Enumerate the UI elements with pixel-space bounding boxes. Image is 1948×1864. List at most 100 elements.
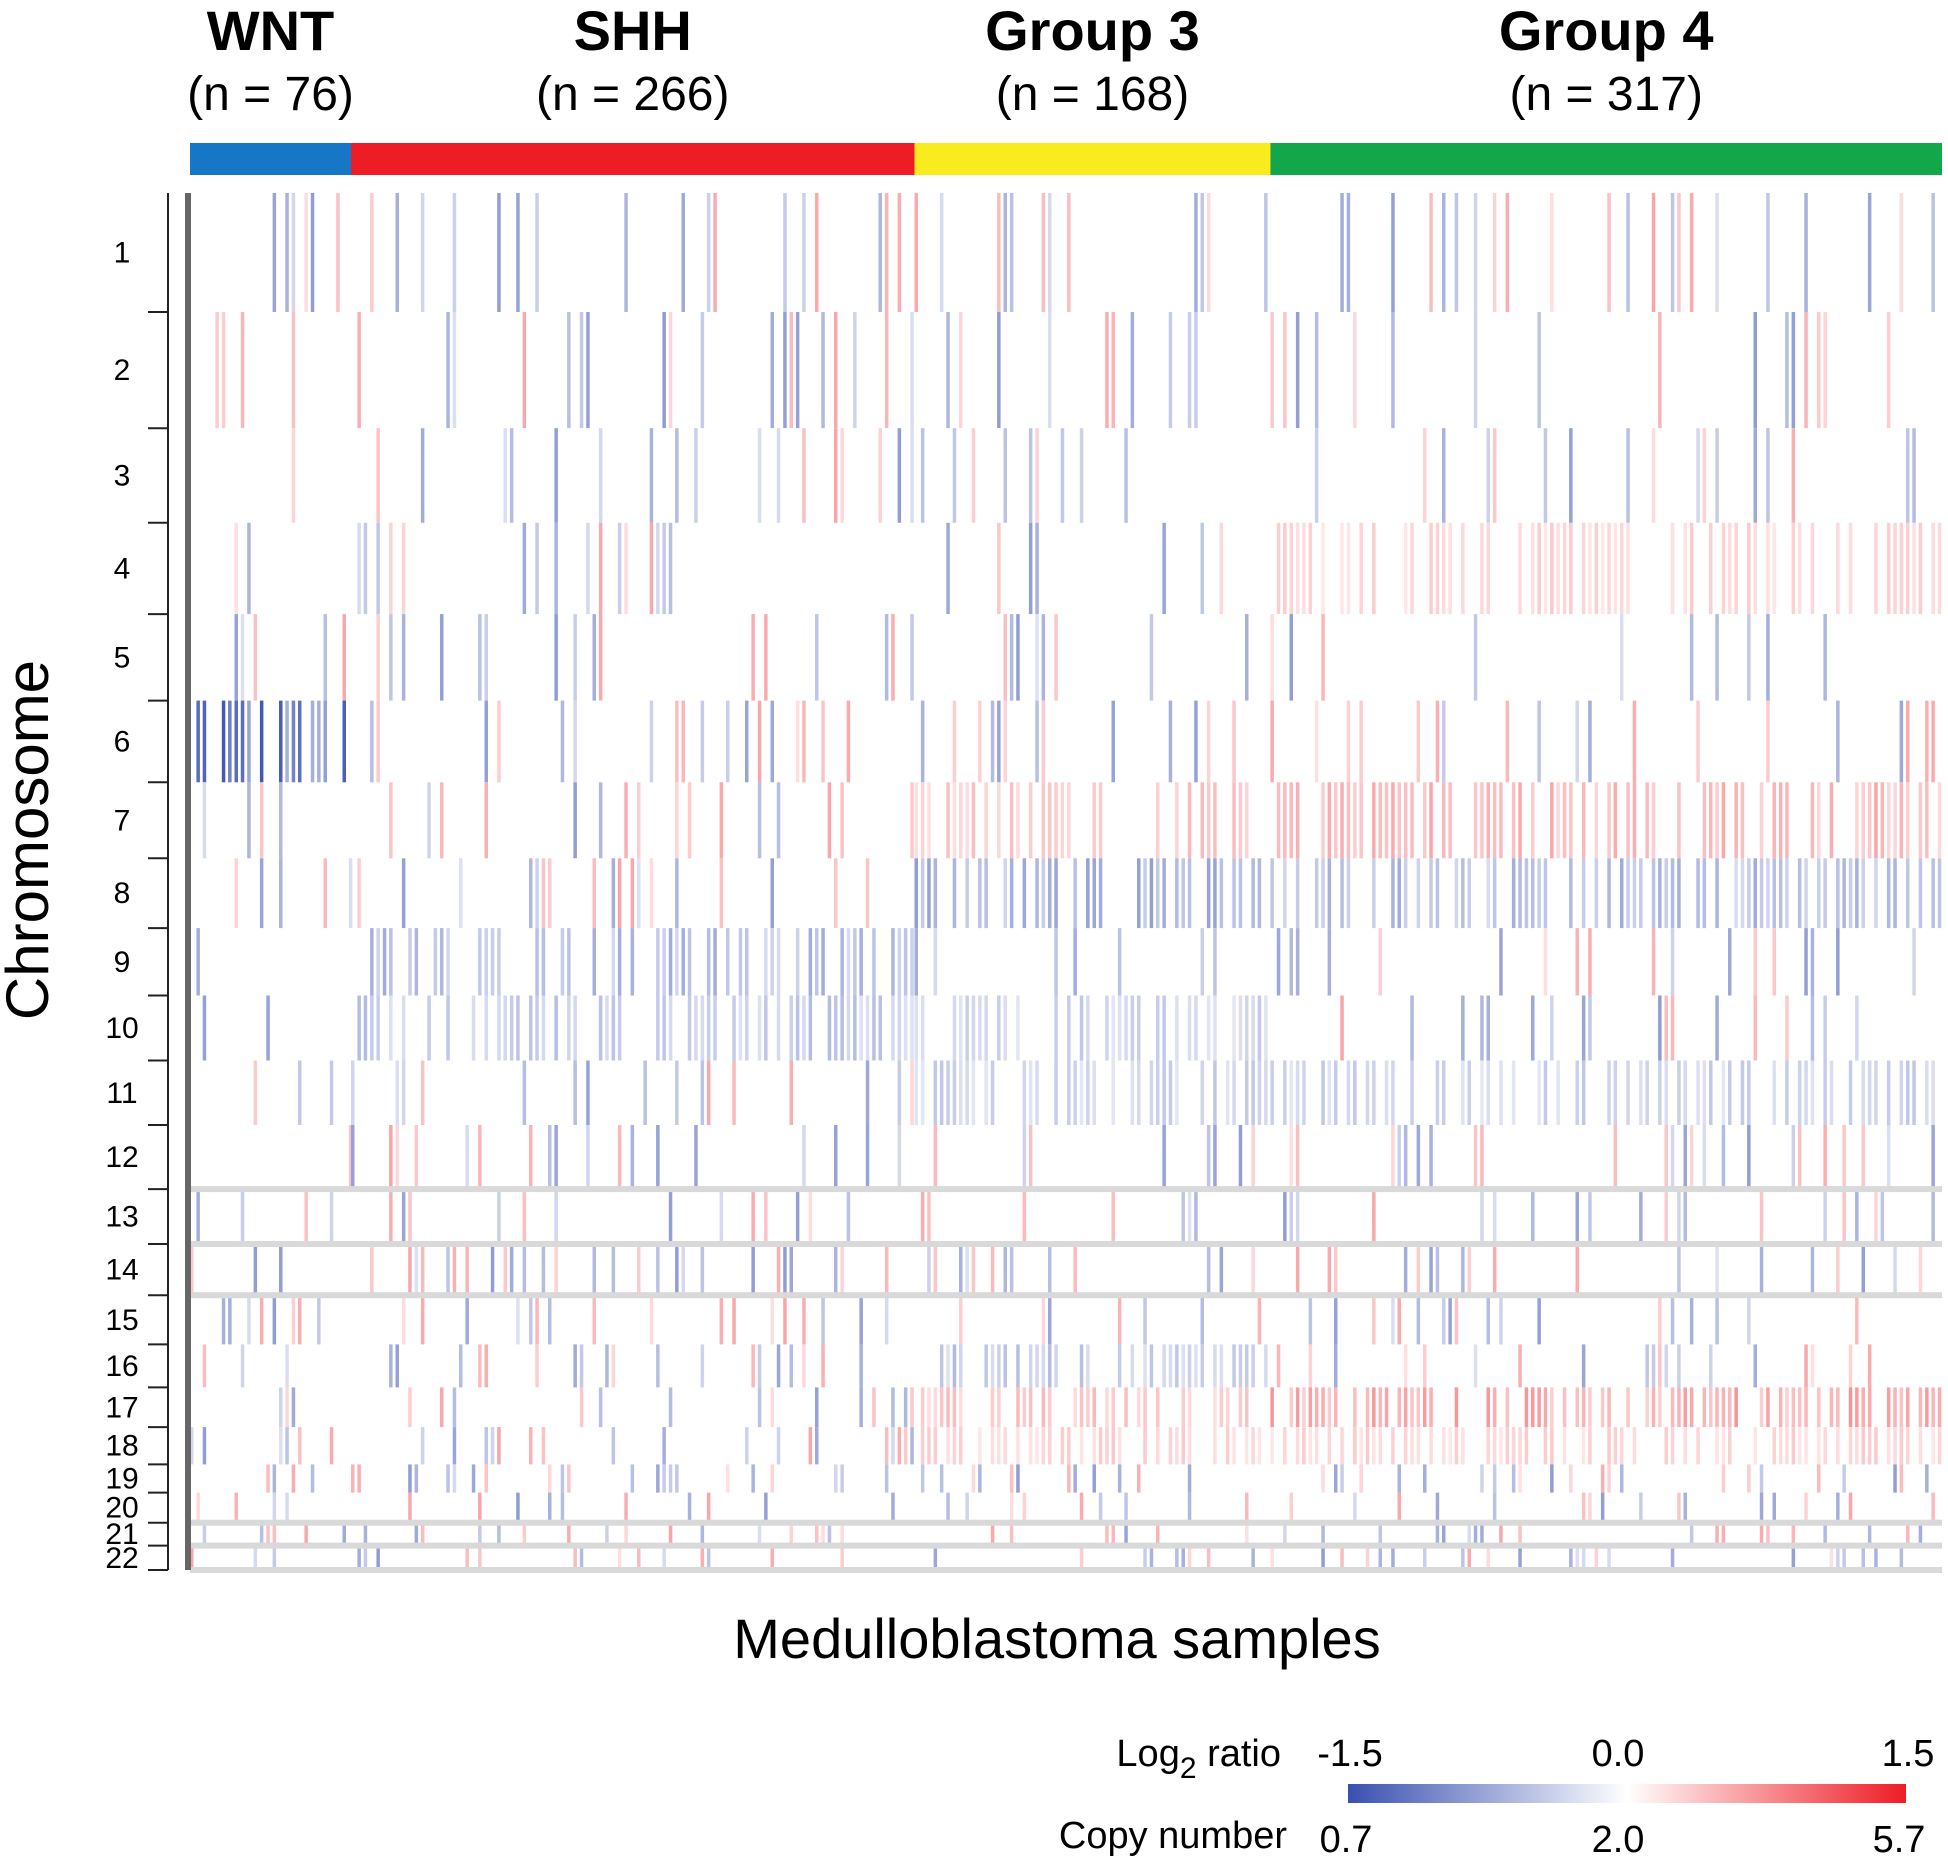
heat-cell (952, 995, 957, 1061)
heat-cell (1505, 1427, 1510, 1465)
heat-cell (541, 858, 546, 929)
heat-cell (732, 1295, 736, 1345)
heat-cell (1137, 995, 1141, 1061)
heat-cell (1492, 428, 1497, 523)
heat-cell (897, 193, 902, 312)
heat-cell (1105, 1387, 1109, 1428)
heat-cell (1365, 1060, 1370, 1125)
heat-cell (509, 428, 514, 523)
heat-cell (408, 1244, 412, 1296)
heat-cell (420, 193, 425, 312)
heat-cell (414, 1464, 419, 1493)
heat-cell (1028, 522, 1033, 615)
heat-cell (1912, 522, 1916, 615)
heat-cell (939, 1464, 944, 1493)
heat-cell (1575, 1189, 1579, 1245)
heat-cell (990, 1344, 995, 1388)
heat-cell (1365, 1427, 1370, 1465)
heat-cell (598, 1387, 603, 1428)
heat-cell (920, 1189, 925, 1245)
heat-cell (1321, 782, 1325, 859)
heat-cell (1632, 1427, 1637, 1465)
heat-cell (1702, 1387, 1707, 1428)
heat-cell (1022, 1387, 1027, 1428)
heat-cell (1048, 858, 1052, 929)
heat-cell (1702, 428, 1707, 523)
heat-cell (1321, 1522, 1325, 1546)
heat-cell (1645, 782, 1649, 859)
heat-cell (1111, 1522, 1115, 1546)
heat-cell (598, 428, 603, 523)
heat-cell (789, 1060, 793, 1125)
heat-cell (1829, 1387, 1834, 1428)
heat-cell (1753, 995, 1757, 1061)
heat-cell (1931, 522, 1935, 615)
heat-cell (878, 428, 882, 523)
heat-cell (840, 782, 844, 859)
heat-cell (1829, 1545, 1834, 1570)
heat-cell (984, 858, 988, 929)
heat-cell (329, 1427, 334, 1465)
heat-cell (1842, 1464, 1846, 1493)
heatmap-body (190, 193, 1942, 1573)
heat-cell (1747, 1060, 1751, 1125)
heat-cell (1931, 858, 1935, 929)
heat-cell (1715, 995, 1719, 1061)
heat-cell (997, 995, 1001, 1061)
heat-cell (1028, 1060, 1033, 1125)
heat-cell (1899, 193, 1904, 312)
heat-cell (1696, 1060, 1700, 1125)
heat-cell (1728, 522, 1732, 615)
heat-cell (1918, 1427, 1923, 1465)
heat-cell (1867, 782, 1872, 859)
heat-cell (1232, 1427, 1236, 1465)
heat-cell (1626, 193, 1630, 312)
heat-cell (1168, 1060, 1173, 1125)
heat-cell (376, 700, 380, 783)
heat-cell (357, 995, 361, 1061)
heat-cell (1518, 522, 1522, 615)
heat-cell (789, 1244, 793, 1296)
heat-cell (1283, 858, 1287, 929)
heat-cell (1416, 1244, 1421, 1296)
heat-cell (1861, 1427, 1865, 1465)
heat-cell (1092, 858, 1096, 929)
heat-cell (1251, 1344, 1255, 1388)
heat-cell (1442, 782, 1446, 859)
heat-cell (1314, 700, 1319, 783)
heat-cell (1276, 928, 1281, 996)
heat-cell (1054, 782, 1058, 859)
heat-cell (745, 1427, 749, 1465)
heat-cell (548, 1295, 552, 1345)
heat-cell (978, 700, 982, 783)
heat-cell (776, 1244, 781, 1296)
heat-cell (370, 995, 374, 1061)
heat-cell (573, 700, 577, 783)
heat-cell (1035, 858, 1039, 929)
heat-cell (637, 1244, 641, 1296)
heat-cell (336, 193, 340, 312)
heat-cell (668, 1522, 673, 1546)
heat-cell (1124, 995, 1128, 1061)
heat-cell (1251, 995, 1255, 1061)
heat-cell (1664, 1344, 1668, 1388)
heat-cell (465, 1295, 469, 1345)
heat-cell (840, 1244, 844, 1296)
group-count-1: (n = 266) (536, 68, 729, 121)
heat-cell (920, 1060, 925, 1125)
heat-cell (656, 1344, 660, 1388)
legend-copy-title: Copy number (1059, 1815, 1287, 1857)
heat-cell (795, 700, 800, 783)
heat-cell (1435, 522, 1440, 615)
heat-cell (656, 1464, 660, 1493)
heat-cell (920, 1427, 925, 1465)
heat-cell (1448, 1427, 1452, 1465)
heat-cell (1353, 782, 1357, 859)
heat-cell (764, 928, 768, 996)
heat-cell (884, 1295, 889, 1345)
heat-cell (522, 1189, 527, 1245)
group-count-2: (n = 168) (996, 68, 1189, 121)
heat-cell (342, 1522, 346, 1546)
heat-cell (440, 928, 444, 996)
heat-cell (259, 700, 264, 783)
